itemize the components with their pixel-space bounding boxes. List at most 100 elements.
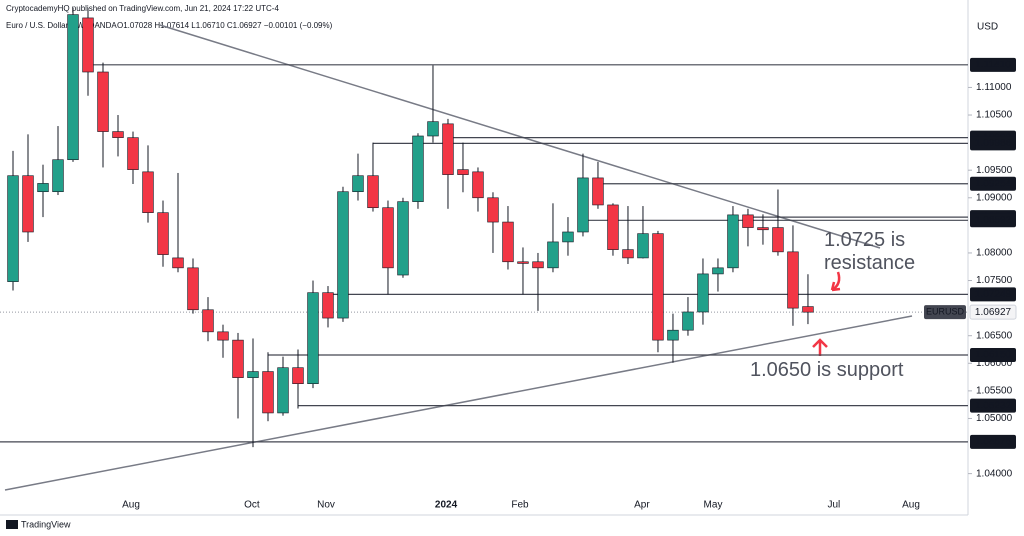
level-label: 1.09986 [975, 138, 1012, 149]
level-label: 1.11410 [975, 59, 1011, 70]
level-label: 1.09254 [975, 178, 1012, 189]
candle-body [502, 221, 514, 263]
candle-body [202, 309, 214, 333]
chart-title: Euro / U.S. Dollar, 1W, OANDA [6, 21, 117, 30]
candle-body [97, 71, 109, 132]
level-label-bg [970, 348, 1016, 363]
candle-body [67, 14, 79, 161]
candle-body [427, 121, 439, 137]
candle-body [217, 331, 229, 341]
candle-body [637, 233, 649, 259]
candle-body [172, 257, 184, 269]
candle-body [382, 207, 394, 269]
y-tick-label: 1.09000 [976, 192, 1013, 203]
candle-body [712, 267, 724, 275]
level-label-bg [970, 136, 1016, 151]
candle-body [52, 159, 64, 193]
price-label: 1.06927 [975, 307, 1012, 318]
candle-body [142, 171, 154, 213]
support-trendline [4, 315, 913, 491]
candle-body [397, 201, 409, 276]
candle-body [322, 292, 334, 319]
level-label-bg [970, 57, 1016, 72]
level-label: 1.04575 [975, 437, 1012, 448]
candle-body [457, 169, 469, 175]
candle-body [727, 214, 739, 269]
x-tick-label: Nov [317, 500, 335, 511]
ohlc-summary: O1.07028 H1.07614 L1.06710 C1.06927 −0.0… [117, 21, 333, 30]
price-scale [968, 0, 1024, 536]
candle-body [667, 329, 679, 341]
candle-body [742, 214, 754, 228]
candle-body [187, 267, 199, 311]
y-tick-label: 1.10500 [976, 110, 1013, 121]
y-tick-label: 1.11000 [976, 82, 1012, 93]
candle-body [787, 251, 799, 309]
candle-body [307, 292, 319, 384]
x-tick-label: Aug [902, 500, 920, 511]
candle-body [517, 261, 529, 264]
support-arrow [812, 338, 828, 356]
candle-body [772, 227, 784, 253]
x-tick-label: May [704, 500, 723, 511]
currency: USD [977, 22, 998, 33]
candle-body [277, 367, 289, 414]
candle-body [337, 191, 349, 319]
symbol-label: EURUSD [926, 307, 965, 317]
x-tick-label: 2024 [435, 500, 458, 511]
brand: TradingView [21, 519, 71, 529]
candle-body [7, 175, 19, 282]
y-tick-label: 1.05000 [976, 413, 1013, 424]
level-label: 1.06150 [975, 350, 1012, 361]
candle-body [247, 371, 259, 378]
y-tick-label: 1.06000 [976, 358, 1013, 369]
candle-body [412, 135, 424, 202]
x-tick-label: Aug [122, 500, 140, 511]
resistance-trendline [159, 24, 881, 249]
candle-body [232, 339, 244, 378]
y-tick-label: 1.05500 [976, 386, 1013, 397]
candle-body [682, 311, 694, 331]
candle-body [802, 306, 814, 313]
candle-body [262, 371, 274, 414]
level-label: 1.08592 [975, 215, 1012, 226]
level-label-bg [970, 434, 1016, 449]
level-label-bg [970, 176, 1016, 191]
candle-body [652, 233, 664, 341]
y-tick-label: 1.06500 [976, 330, 1013, 341]
candle-body [487, 197, 499, 223]
candle-body [352, 175, 364, 193]
candle-body [592, 177, 604, 206]
candle-body [577, 177, 589, 233]
y-tick-label: 1.07500 [976, 275, 1013, 286]
x-tick-label: Apr [634, 500, 650, 511]
level-label: 1.05232 [975, 400, 1012, 411]
y-tick-label: 1.08000 [976, 248, 1013, 259]
annotation: 1.0650 is support [750, 359, 904, 381]
candle-body [442, 123, 454, 175]
level-label-bg [970, 213, 1016, 228]
candle-body [562, 231, 574, 243]
candle-body [37, 183, 49, 193]
candle-body [127, 137, 139, 170]
candle-body [757, 227, 769, 231]
x-tick-label: Oct [244, 500, 260, 511]
attribution: CryptocademyHQ published on TradingView.… [6, 4, 279, 13]
price-label-bg [969, 304, 1017, 320]
candle-body [547, 241, 559, 269]
candle-body [367, 175, 379, 209]
candle-body [697, 273, 709, 313]
x-tick-label: Jul [828, 500, 841, 511]
level-label-bg [970, 398, 1016, 413]
candle-body [112, 131, 124, 138]
y-tick-label: 1.04000 [976, 468, 1013, 479]
candle-body [82, 17, 94, 73]
symbol-label-bg [924, 305, 966, 320]
candle-body [532, 261, 544, 269]
candle-body [607, 204, 619, 250]
level-label-bg [970, 287, 1016, 302]
resistance-arrow [830, 271, 841, 292]
y-tick-label: 1.09500 [976, 165, 1013, 176]
x-tick-label: Feb [511, 500, 529, 511]
